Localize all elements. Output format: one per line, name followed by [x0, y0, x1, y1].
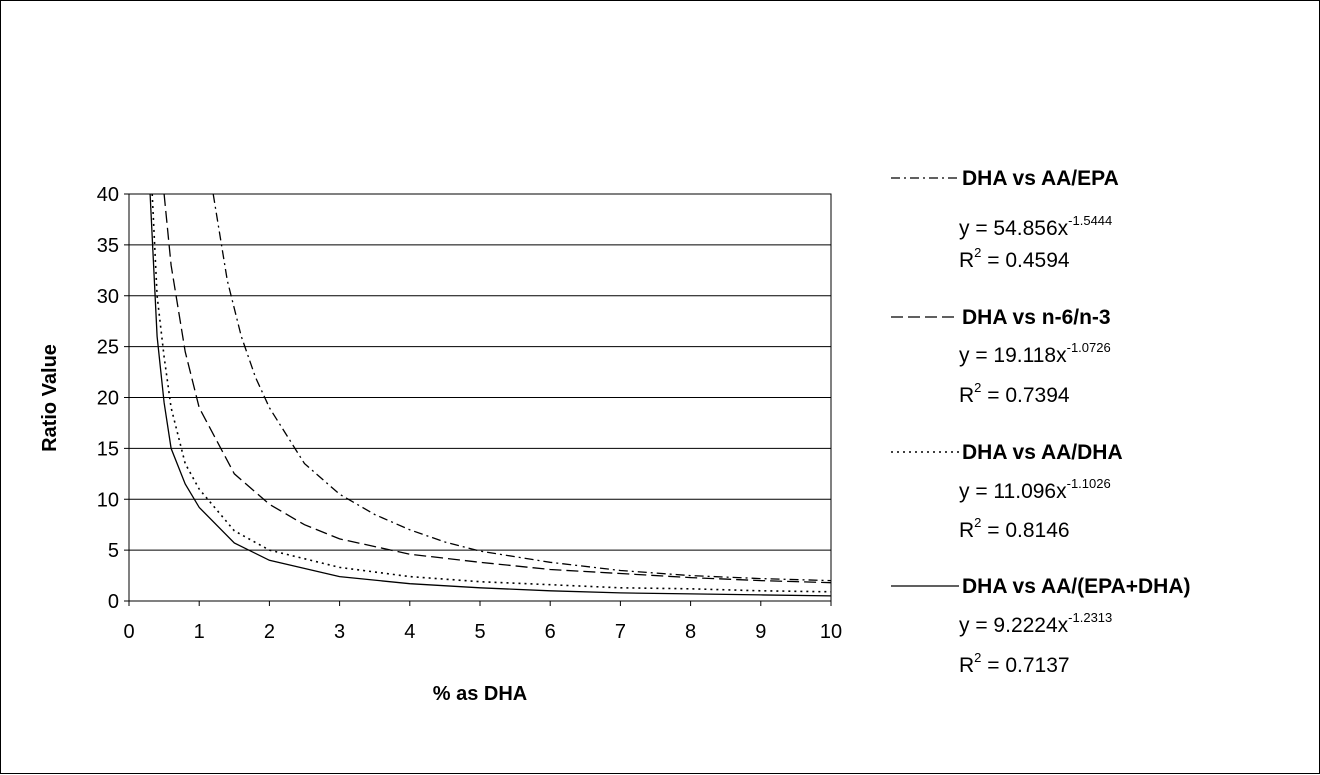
legend-equation-aa-epa: y = 54.856x-1.5444 [959, 213, 1112, 240]
y-tick-label-40: 40 [97, 184, 119, 206]
y-tick-label-20: 20 [97, 388, 119, 410]
series-line-0 [212, 193, 832, 582]
x-tick-label-4: 4 [404, 621, 415, 643]
x-tick-label-5: 5 [474, 621, 485, 643]
series-line-2 [151, 193, 832, 593]
y-tick-label-5: 5 [108, 540, 119, 562]
series-line-1 [163, 193, 832, 584]
gridlines [124, 193, 832, 606]
x-tick-label-10: 10 [820, 621, 842, 643]
x-tick-label-6: 6 [545, 621, 556, 643]
y-tick-labels: 0 5 10 15 20 25 30 35 40 [97, 184, 119, 613]
y-tick-label-25: 25 [97, 337, 119, 359]
y-tick-label-10: 10 [97, 489, 119, 511]
x-tick-label-8: 8 [685, 621, 696, 643]
x-tick-label-9: 9 [755, 621, 766, 643]
legend-equation-aa-dha: y = 11.096x-1.1026 [959, 476, 1111, 503]
x-axis-title: % as DHA [433, 683, 527, 705]
x-tick-label-3: 3 [334, 621, 345, 643]
legend: DHA vs AA/EPA y = 54.856x-1.5444 R2 = 0.… [891, 167, 1191, 677]
y-axis-title: Ratio Value [39, 344, 61, 452]
y-tick-label-15: 15 [97, 438, 119, 460]
legend-name-aa-dha: DHA vs AA/DHA [962, 441, 1123, 464]
legend-r2-aa-dha: R2 = 0.8146 [959, 515, 1070, 542]
y-tick-label-35: 35 [97, 235, 119, 257]
legend-r2-n6-n3: R2 = 0.7394 [959, 380, 1070, 407]
x-tick-labels: 0 1 2 3 4 5 6 7 8 9 10 [123, 621, 842, 643]
legend-r2-aa-epa: R2 = 0.4594 [959, 245, 1070, 272]
legend-name-n6-n3: DHA vs n-6/n-3 [962, 306, 1111, 329]
x-tick-label-2: 2 [264, 621, 275, 643]
y-tick-label-30: 30 [97, 286, 119, 308]
y-tick-label-0: 0 [108, 591, 119, 613]
x-tick-label-7: 7 [615, 621, 626, 643]
x-tick-label-1: 1 [194, 621, 205, 643]
legend-equation-aa-epa-dha: y = 9.2224x-1.2313 [959, 610, 1112, 637]
series-lines [149, 193, 832, 597]
series-line-3 [149, 193, 832, 597]
legend-name-aa-epa: DHA vs AA/EPA [962, 167, 1119, 190]
legend-name-aa-epa-dha: DHA vs AA/(EPA+DHA) [962, 575, 1191, 598]
legend-r2-aa-epa-dha: R2 = 0.7137 [959, 650, 1070, 677]
legend-equation-n6-n3: y = 19.118x-1.0726 [959, 340, 1111, 367]
x-tick-label-0: 0 [123, 621, 134, 643]
